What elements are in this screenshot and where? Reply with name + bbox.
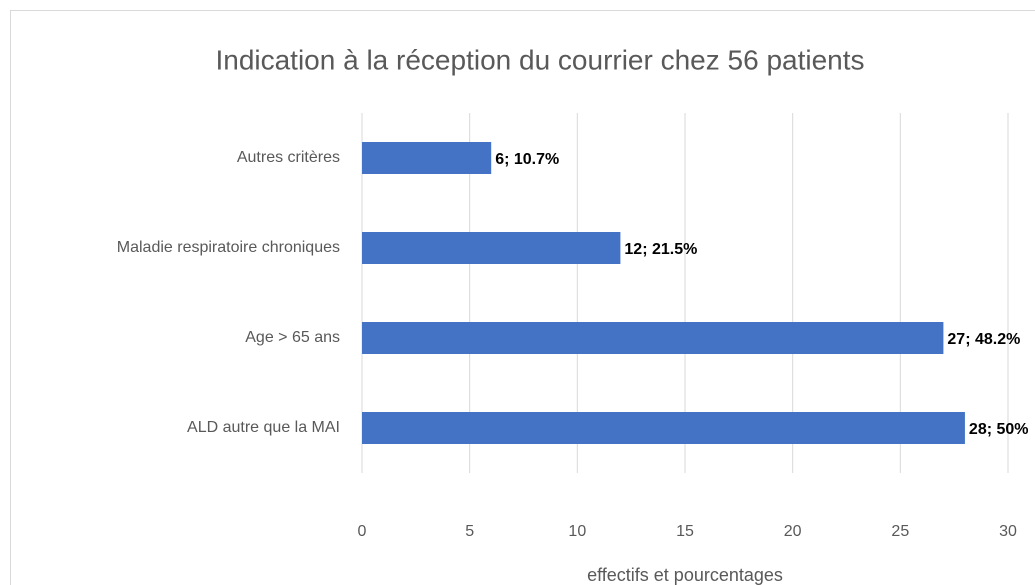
x-axis-title: effectifs et pourcentages <box>587 565 783 585</box>
x-tick-label: 0 <box>358 523 367 540</box>
bar <box>362 322 944 354</box>
y-tick-label: Age > 65 ans <box>245 329 340 346</box>
bar <box>362 232 621 264</box>
data-label: 6; 10.7% <box>495 151 559 168</box>
x-tick-label: 20 <box>784 523 802 540</box>
chart-title: Indication à la réception du courrier ch… <box>215 44 864 75</box>
y-tick-label: Autres critères <box>237 149 340 166</box>
x-tick-label: 10 <box>568 523 586 540</box>
data-label: 12; 21.5% <box>624 241 697 258</box>
data-label: 27; 48.2% <box>947 331 1020 348</box>
bar <box>362 142 492 174</box>
chart-border <box>10 10 1035 585</box>
y-tick-label: Maladie respiratoire chroniques <box>117 239 340 256</box>
x-tick-label: 15 <box>676 523 694 540</box>
bar <box>362 412 965 444</box>
x-tick-label: 5 <box>465 523 474 540</box>
y-tick-label: ALD autre que la MAI <box>187 419 340 436</box>
data-label: 28; 50% <box>969 421 1029 438</box>
x-tick-label: 30 <box>999 523 1017 540</box>
x-tick-label: 25 <box>891 523 909 540</box>
